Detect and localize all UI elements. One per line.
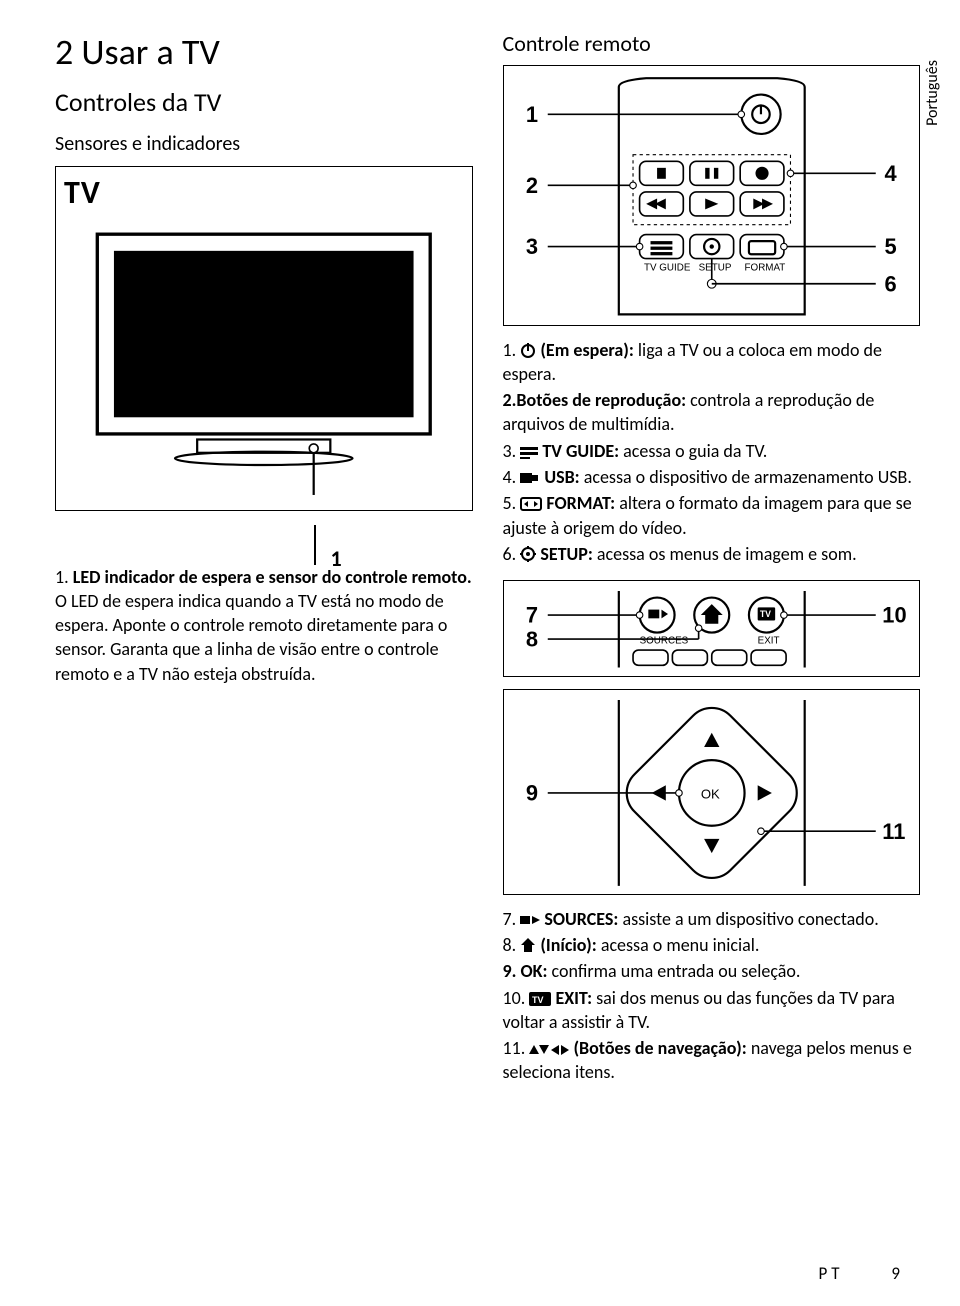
remote2a-svg: TV SOURCES EXIT 7 8 10 <box>504 591 920 668</box>
language-sidebar: Português <box>923 60 942 126</box>
callout-8: 8. (Início): acessa o menu inicial. <box>503 933 921 957</box>
callout-2: 2.Botões de reprodução: controla a repro… <box>503 388 921 437</box>
svg-text:TV: TV <box>759 609 770 619</box>
svg-text:3: 3 <box>525 234 537 259</box>
callout-3: 3. TV GUIDE: acessa o guia da TV. <box>503 439 921 463</box>
callouts-group-1: 1. (Em espera): liga a TV ou a coloca em… <box>503 338 921 567</box>
footer-page: 9 <box>891 1263 900 1284</box>
callout-10: 10. TV EXIT: sai dos menus ou das funçõe… <box>503 986 921 1035</box>
remote1-svg: 1 2 <box>504 76 920 317</box>
svg-text:EXIT: EXIT <box>757 636 779 647</box>
svg-text:TV: TV <box>532 995 544 1005</box>
home-icon <box>520 937 536 953</box>
remote2b-svg: OK 9 11 <box>504 700 920 886</box>
tv-diagram-box: TV <box>55 166 473 511</box>
callout-5: 5. FORMAT: altera o formato da imagem pa… <box>503 491 921 540</box>
exit-icon: TV <box>529 992 551 1006</box>
svg-text:TV GUIDE: TV GUIDE <box>643 263 690 274</box>
callouts-group-2: 7. SOURCES: assiste a um dispositivo con… <box>503 907 921 1085</box>
usb-icon <box>520 471 540 485</box>
led-description: 1. LED indicador de espera e sensor do c… <box>55 565 473 686</box>
svg-text:FORMAT: FORMAT <box>744 263 785 274</box>
svg-text:SETUP: SETUP <box>698 263 731 274</box>
tvguide-icon <box>520 445 538 459</box>
led-leader: 1 <box>55 525 473 565</box>
led-desc-prefix: 1. <box>55 566 73 588</box>
callout-9: 9. OK: confirma uma entrada ou seleção. <box>503 959 921 983</box>
page-title: 2 Usar a TV <box>55 30 473 74</box>
svg-text:2: 2 <box>525 173 537 198</box>
page-footer: PT 9 <box>819 1263 900 1284</box>
led-desc-body: O LED de espera indica quando a TV está … <box>55 590 447 685</box>
callout-4: 4. USB: acessa o dispositivo de armazena… <box>503 465 921 489</box>
nav-icon <box>529 1044 569 1056</box>
svg-text:11: 11 <box>882 819 905 844</box>
svg-text:9: 9 <box>525 780 537 805</box>
callout-1: 1. (Em espera): liga a TV ou a coloca em… <box>503 338 921 387</box>
remote-title: Controle remoto <box>503 30 921 57</box>
svg-text:8: 8 <box>525 627 537 652</box>
svg-text:6: 6 <box>884 271 896 296</box>
section-sensors: Sensores e indicadores <box>55 132 473 156</box>
format-icon <box>520 497 542 511</box>
tv-illustration <box>64 212 464 501</box>
setup-icon <box>520 546 536 562</box>
sources-icon <box>520 913 540 927</box>
svg-text:5: 5 <box>884 234 896 259</box>
svg-text:7: 7 <box>525 603 537 628</box>
svg-text:10: 10 <box>882 603 906 628</box>
led-callout-number: 1 <box>331 545 342 572</box>
led-desc-bold: LED indicador de espera e sensor do cont… <box>73 566 472 588</box>
svg-text:4: 4 <box>884 161 897 186</box>
svg-text:OK: OK <box>700 786 719 801</box>
tv-label: TV <box>64 173 464 212</box>
callout-6: 6. SETUP: acessa os menus de imagem e so… <box>503 542 921 566</box>
callout-7: 7. SOURCES: assiste a um dispositivo con… <box>503 907 921 931</box>
callout-11: 11. (Botões de navegação): navega pelos … <box>503 1036 921 1085</box>
remote-diagram-2a: TV SOURCES EXIT 7 8 10 <box>503 580 921 677</box>
remote-diagram-2b: OK 9 11 <box>503 689 921 895</box>
right-column: Controle remoto 1 <box>503 30 921 1087</box>
n1: 1 <box>525 102 537 127</box>
subtitle: Controles da TV <box>55 86 473 118</box>
svg-text:SOURCES: SOURCES <box>639 636 688 647</box>
footer-lang: PT <box>819 1263 844 1284</box>
standby-icon <box>520 342 536 358</box>
left-column: 2 Usar a TV Controles da TV Sensores e i… <box>55 30 473 1087</box>
remote-diagram-1: 1 2 <box>503 65 921 326</box>
